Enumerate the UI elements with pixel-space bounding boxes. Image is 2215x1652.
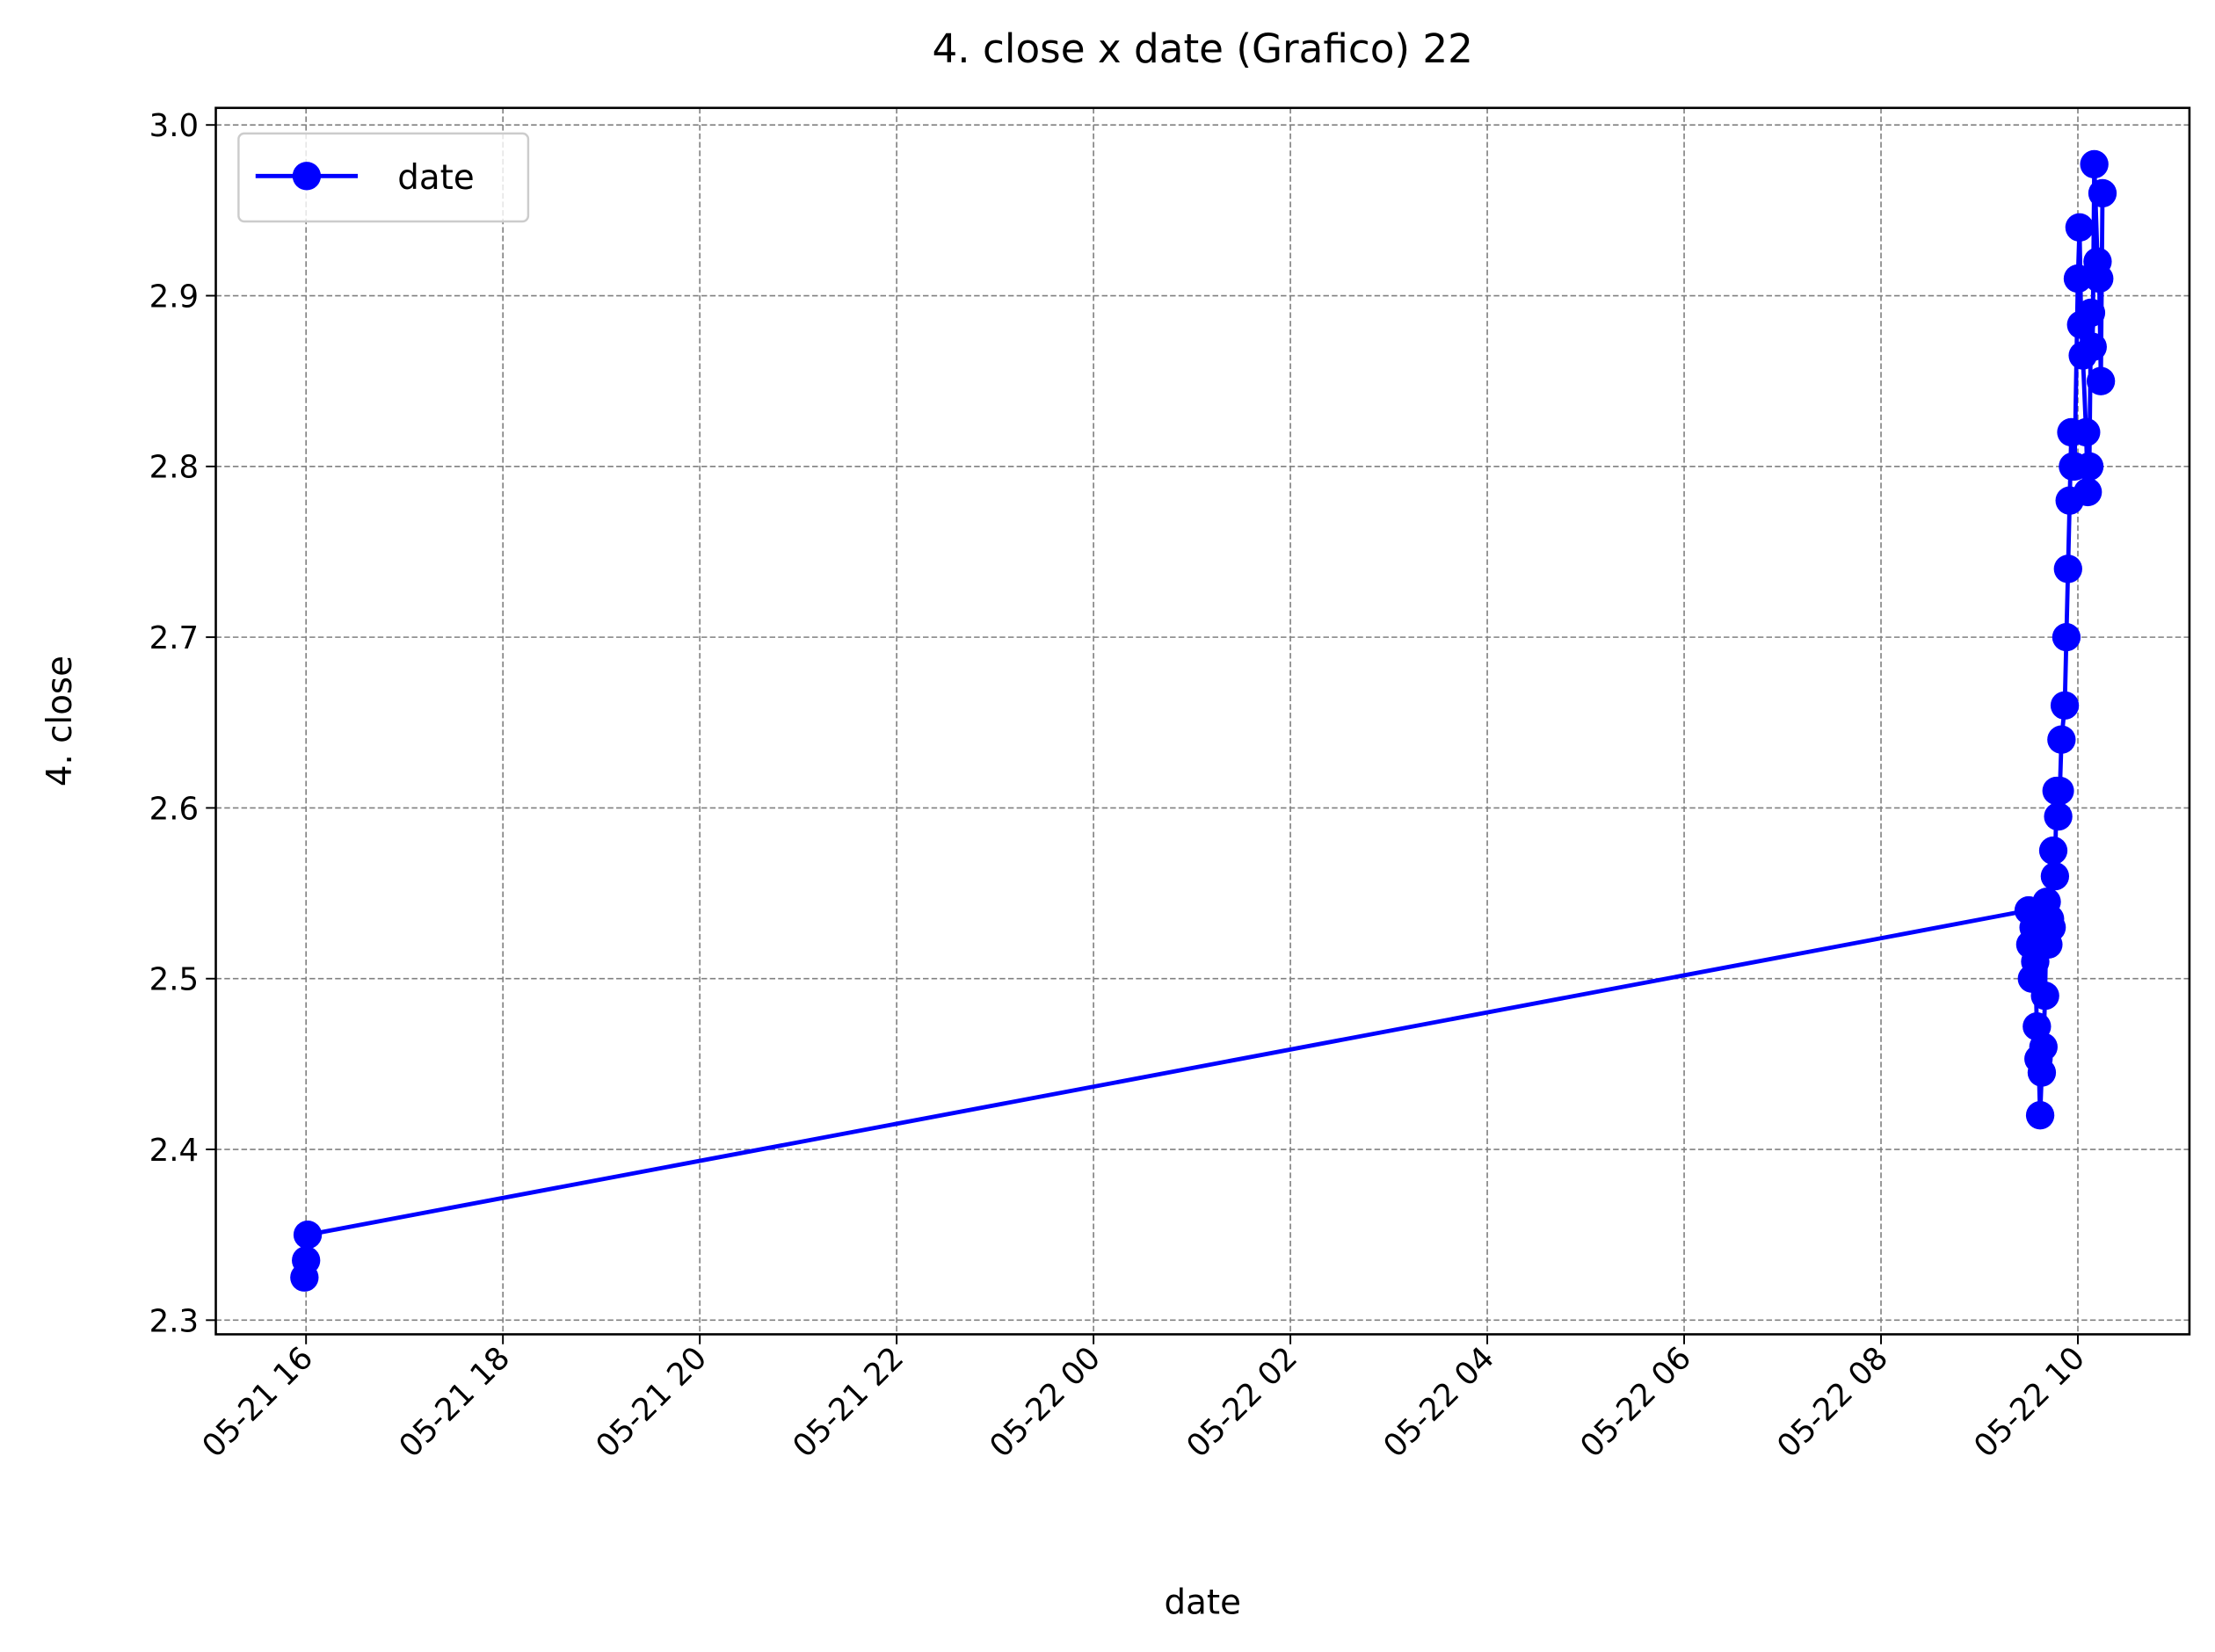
y-tick-label: 2.8 xyxy=(149,450,199,486)
series-marker xyxy=(2052,622,2081,652)
x-tick-label: 05-22 08 xyxy=(1770,1340,1895,1465)
series-marker xyxy=(2086,366,2116,395)
series-marker xyxy=(2073,477,2102,507)
series-marker xyxy=(2047,725,2076,754)
series-marker xyxy=(2065,213,2095,242)
y-tick-label: 2.4 xyxy=(149,1133,199,1169)
x-tick-label: 05-21 18 xyxy=(392,1340,517,1465)
x-tick-label: 05-22 06 xyxy=(1573,1340,1698,1465)
series-marker xyxy=(2050,691,2080,720)
series-marker xyxy=(2063,264,2093,293)
legend-label: date xyxy=(397,158,474,198)
y-tick-label: 3.0 xyxy=(149,108,199,144)
y-tick-label: 2.6 xyxy=(149,791,199,827)
series-marker xyxy=(2076,298,2106,328)
x-tick-label: 05-22 02 xyxy=(1180,1340,1304,1465)
series-marker xyxy=(2085,264,2114,293)
series-marker xyxy=(2025,1101,2055,1130)
y-tick-label: 2.7 xyxy=(149,620,199,656)
series-marker xyxy=(2080,149,2109,179)
legend-marker xyxy=(292,162,322,191)
x-tick-label: 05-22 10 xyxy=(1967,1340,2092,1465)
series-marker xyxy=(2029,1032,2058,1061)
x-axis-label: date xyxy=(1165,1583,1241,1623)
chart-title: 4. close x date (Grafico) 22 xyxy=(933,25,1473,72)
x-tick-label: 05-22 00 xyxy=(983,1340,1108,1465)
series-marker xyxy=(2030,982,2059,1011)
plot-frame xyxy=(214,106,2191,1336)
series-marker xyxy=(2074,452,2104,481)
series-marker xyxy=(2038,836,2068,866)
legend: date xyxy=(237,132,530,223)
series-marker xyxy=(2040,861,2070,891)
x-tick-label: 05-21 22 xyxy=(786,1340,911,1465)
series-marker xyxy=(2078,332,2107,361)
y-tick-label: 2.3 xyxy=(149,1303,199,1339)
series-marker xyxy=(293,1221,323,1250)
series-marker xyxy=(2053,554,2082,583)
legend-box xyxy=(237,132,530,223)
x-tick-label: 05-22 04 xyxy=(1376,1340,1501,1465)
series-marker xyxy=(292,1246,321,1275)
series-marker xyxy=(2044,801,2073,831)
y-tick-label: 2.9 xyxy=(149,279,199,315)
y-axis-label: 4. close xyxy=(40,656,80,786)
series-marker xyxy=(2088,178,2117,208)
series-line xyxy=(301,163,2105,1279)
series-marker xyxy=(2037,913,2066,942)
y-tick-label: 2.5 xyxy=(149,962,199,998)
x-tick-label: 05-21 20 xyxy=(589,1340,714,1465)
x-tick-label: 05-21 16 xyxy=(195,1340,320,1465)
series-marker xyxy=(2027,1058,2057,1087)
series-marker xyxy=(2072,417,2101,447)
series-marker xyxy=(2045,776,2074,806)
